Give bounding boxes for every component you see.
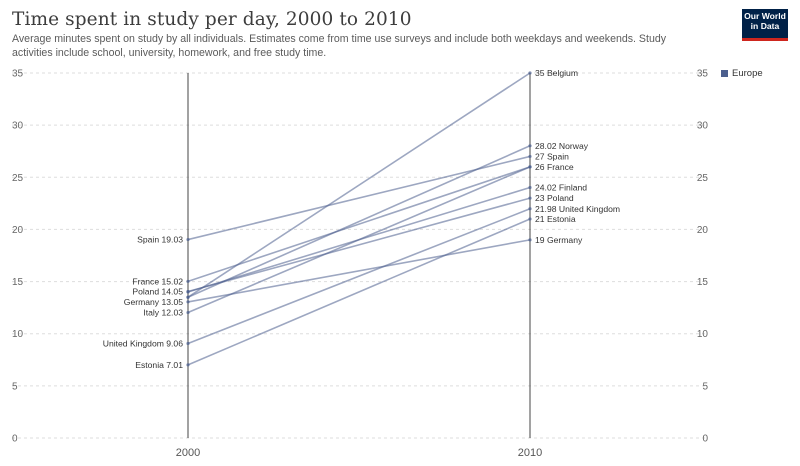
point-2010-spain[interactable] xyxy=(528,154,532,159)
y-tick-label-left: 0 xyxy=(12,434,18,445)
start-label-poland: Poland 14.05 xyxy=(132,286,183,296)
y-tick-label-right: 25 xyxy=(697,173,709,184)
y-tick-label-right: 0 xyxy=(702,434,708,445)
point-2000-united-kingdom[interactable] xyxy=(186,341,190,346)
y-tick-label-left: 30 xyxy=(12,121,24,132)
point-2010-estonia[interactable] xyxy=(528,217,532,221)
point-2000-estonia[interactable] xyxy=(186,363,190,367)
y-axis-left: 0 5 10 15 20 25 30 35 xyxy=(12,69,24,445)
chart-title: Time spent in study per day, 2000 to 201… xyxy=(12,9,412,30)
y-tick-label-right: 35 xyxy=(697,69,709,80)
end-label-germany: 19 Germany xyxy=(535,235,583,245)
end-label-finland: 24.02 Finland xyxy=(535,183,587,193)
start-label-united-kingdom: United Kingdom 9.06 xyxy=(103,339,183,349)
point-2000-poland[interactable] xyxy=(186,289,190,294)
y-tick-label-right: 5 xyxy=(702,381,708,392)
point-2010-germany[interactable] xyxy=(528,238,532,242)
legend-label: Europe xyxy=(732,68,763,79)
start-label-italy: Italy 12.03 xyxy=(143,308,183,318)
end-label-norway: 28.02 Norway xyxy=(535,141,589,151)
series-line-spain[interactable] xyxy=(187,155,531,241)
series-line-france[interactable] xyxy=(187,166,531,283)
grid-lines xyxy=(12,72,708,439)
y-tick-label-left: 20 xyxy=(12,225,24,236)
end-label-spain: 27 Spain xyxy=(535,151,569,161)
series-labels: 35 Belgium 28.02 Norway Spain 19.03 27 Spai… xyxy=(103,68,620,370)
x-label-2000: 2000 xyxy=(176,447,200,459)
owid-logo[interactable]: Our World in Data xyxy=(742,9,788,41)
y-tick-label-left: 25 xyxy=(12,173,24,184)
y-tick-label-left: 5 xyxy=(12,381,18,392)
end-label-estonia: 21 Estonia xyxy=(535,214,576,224)
series-line-poland[interactable] xyxy=(187,197,531,293)
end-label-united-kingdom: 21.98 United Kingdom xyxy=(535,204,620,214)
y-tick-label-left: 15 xyxy=(12,277,24,288)
end-label-belgium: 35 Belgium xyxy=(535,68,578,78)
point-2010-poland[interactable] xyxy=(528,196,532,200)
point-2010-italy[interactable] xyxy=(528,165,532,169)
series-line-germany[interactable] xyxy=(187,239,531,303)
point-2000-italy[interactable] xyxy=(186,310,190,315)
point-2010-finland[interactable] xyxy=(528,185,532,190)
point-2000-france[interactable] xyxy=(186,279,190,283)
x-axis-labels: 2000 2010 xyxy=(176,447,542,459)
point-2000-germany[interactable] xyxy=(186,300,190,304)
y-tick-label-right: 15 xyxy=(697,277,709,288)
start-label-germany: Germany 13.05 xyxy=(124,297,183,307)
y-tick-label-right: 30 xyxy=(697,121,709,132)
start-label-france: France 15.02 xyxy=(132,276,183,286)
start-label-estonia: Estonia 7.01 xyxy=(135,360,183,370)
point-2000-norway[interactable] xyxy=(186,295,190,299)
point-2010-norway[interactable] xyxy=(528,144,532,148)
series-line-united-kingdom[interactable] xyxy=(187,208,531,345)
end-label-france: 26 France xyxy=(535,162,574,172)
series-line-belgium[interactable] xyxy=(187,72,531,298)
logo-line-1: Our World xyxy=(744,11,786,21)
y-tick-label-left: 10 xyxy=(12,329,24,340)
end-label-poland: 23 Poland xyxy=(535,193,574,203)
point-2010-belgium[interactable] xyxy=(528,71,532,75)
y-axis-right: 0 5 10 15 20 25 30 35 xyxy=(697,69,709,445)
y-tick-label-left: 35 xyxy=(12,69,24,80)
point-2000-spain[interactable] xyxy=(186,237,190,242)
y-tick-label-right: 20 xyxy=(697,225,709,236)
logo-line-2: in Data xyxy=(750,20,780,31)
point-2010-united-kingdom[interactable] xyxy=(528,207,532,211)
legend-swatch xyxy=(721,70,728,77)
chart-subtitle: Average minutes spent on study by all in… xyxy=(12,33,667,59)
series-line-estonia[interactable] xyxy=(187,218,531,366)
series-line-italy[interactable] xyxy=(187,166,531,314)
x-label-2010: 2010 xyxy=(518,447,542,459)
y-tick-label-right: 10 xyxy=(697,329,709,340)
start-label-spain: Spain 19.03 xyxy=(137,235,183,245)
legend[interactable]: Europe xyxy=(721,68,763,79)
axis-lines xyxy=(187,73,531,438)
series-lines[interactable] xyxy=(186,71,532,367)
